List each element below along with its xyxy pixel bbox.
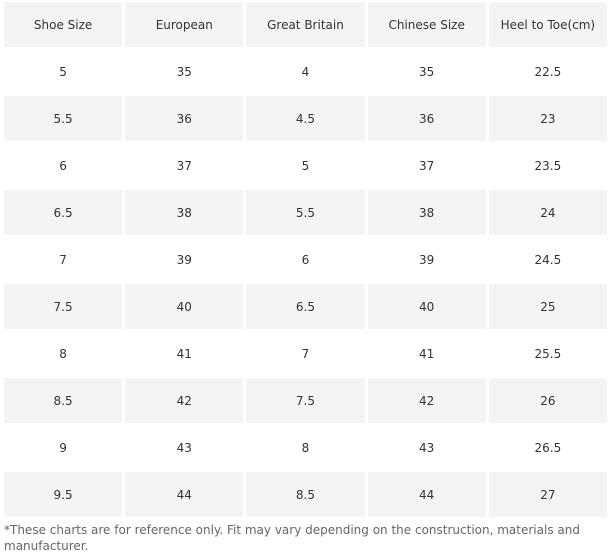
table-cell: 6.5	[246, 284, 365, 329]
table-cell: 8.5	[4, 378, 123, 423]
table-cell: 38	[367, 190, 486, 235]
table-cell: 24	[488, 190, 607, 235]
table-row: 6.5 38 5.5 38 24	[4, 190, 607, 235]
table-cell: 5.5	[4, 96, 123, 141]
table-cell: 7.5	[4, 284, 123, 329]
table-cell: 24.5	[488, 237, 607, 282]
table-cell: 8	[4, 331, 123, 376]
table-cell: 41	[367, 331, 486, 376]
table-row: 9.5 44 8.5 44 27	[4, 472, 607, 517]
table-cell: 39	[367, 237, 486, 282]
table-cell: 9.5	[4, 472, 123, 517]
table-cell: 42	[125, 378, 244, 423]
table-cell: 41	[125, 331, 244, 376]
header-cell: Chinese Size	[367, 2, 486, 47]
table-cell: 25	[488, 284, 607, 329]
header-cell: Heel to Toe(cm)	[488, 2, 607, 47]
table-cell: 5	[4, 49, 123, 94]
table-cell: 42	[367, 378, 486, 423]
table-cell: 38	[125, 190, 244, 235]
header-row: Shoe Size European Great Britain Chinese Si…	[4, 2, 607, 47]
table-cell: 37	[367, 143, 486, 188]
table-cell: 39	[125, 237, 244, 282]
footnote: *These charts are for reference only. Fi…	[4, 523, 580, 553]
table-cell: 26.5	[488, 425, 607, 470]
size-table: Shoe Size European Great Britain Chinese Si…	[1, 0, 610, 519]
table-cell: 36	[125, 96, 244, 141]
table-cell: 37	[125, 143, 244, 188]
table-row: 7 39 6 39 24.5	[4, 237, 607, 282]
table-cell: 40	[125, 284, 244, 329]
table-cell: 7	[246, 331, 365, 376]
table-cell: 43	[125, 425, 244, 470]
table-cell: 6	[4, 143, 123, 188]
table-row: 8.5 42 7.5 42 26	[4, 378, 607, 423]
table-cell: 43	[367, 425, 486, 470]
table-cell: 7	[4, 237, 123, 282]
table-cell: 36	[367, 96, 486, 141]
table-cell: 7.5	[246, 378, 365, 423]
table-row: 7.5 40 6.5 40 25	[4, 284, 607, 329]
table-cell: 6.5	[4, 190, 123, 235]
table-cell: 35	[367, 49, 486, 94]
table-cell: 8.5	[246, 472, 365, 517]
table-row: 5 35 4 35 22.5	[4, 49, 607, 94]
table-cell: 4.5	[246, 96, 365, 141]
table-cell: 5.5	[246, 190, 365, 235]
table-cell: 8	[246, 425, 365, 470]
table-cell: 26	[488, 378, 607, 423]
table-body: 5 35 4 35 22.5 5.5 36 4.5 36 23 6 37 5 37 23.5 6.5 38 5.5…	[4, 49, 607, 517]
table-cell: 23.5	[488, 143, 607, 188]
table-cell: 4	[246, 49, 365, 94]
header-cell: Great Britain	[246, 2, 365, 47]
table-cell: 22.5	[488, 49, 607, 94]
table-row: 5.5 36 4.5 36 23	[4, 96, 607, 141]
table-cell: 9	[4, 425, 123, 470]
header-cell: European	[125, 2, 244, 47]
table-cell: 40	[367, 284, 486, 329]
table-row: 6 37 5 37 23.5	[4, 143, 607, 188]
table-cell: 44	[125, 472, 244, 517]
table-cell: 6	[246, 237, 365, 282]
table-cell: 27	[488, 472, 607, 517]
table-cell: 44	[367, 472, 486, 517]
table-cell: 35	[125, 49, 244, 94]
table-row: 9 43 8 43 26.5	[4, 425, 607, 470]
table-cell: 5	[246, 143, 365, 188]
table-row: 8 41 7 41 25.5	[4, 331, 607, 376]
header-cell: Shoe Size	[4, 2, 123, 47]
table-cell: 23	[488, 96, 607, 141]
table-cell: 25.5	[488, 331, 607, 376]
